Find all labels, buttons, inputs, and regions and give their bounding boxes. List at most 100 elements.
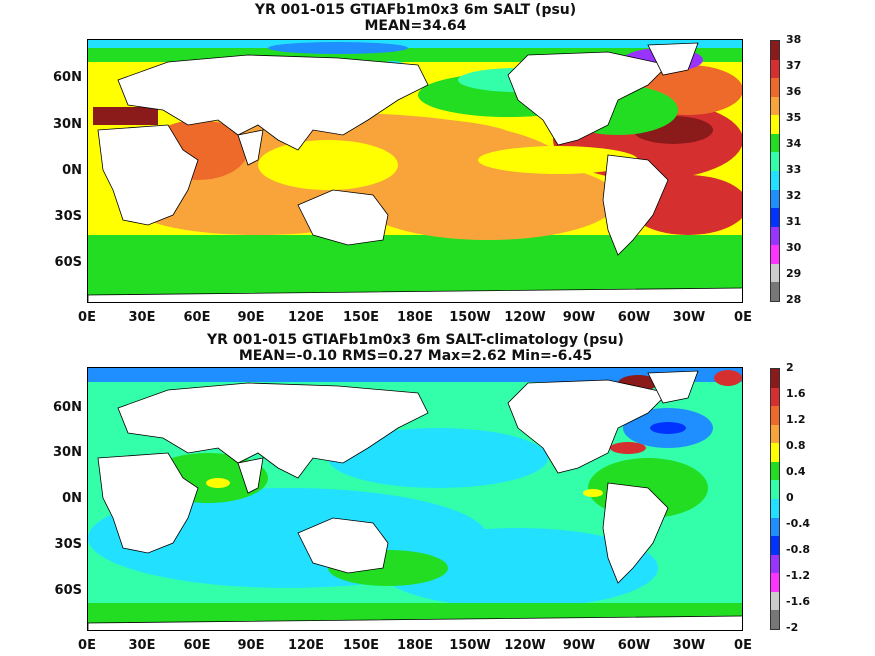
x-tick: 150W [449,638,491,653]
y-tick-0n: 0N [62,491,82,506]
colorbar-label: -0.8 [786,543,811,556]
colorbar-segment [771,59,779,79]
y-tick-30n: 30N [53,117,82,132]
colorbar-segment [771,369,779,388]
colorbar-segment [771,480,779,499]
x-tick: 60W [617,310,651,325]
y-tick-30s: 30S [54,537,82,552]
salinity-map [87,39,743,303]
salinity-map-svg [88,40,742,302]
anomaly-map-svg [88,368,742,630]
panel1-title-line2: MEAN=34.64 [364,18,467,34]
colorbar-segment [771,282,779,301]
colorbar-segment [771,424,779,444]
colorbar-segment [771,41,779,60]
x-tick: 30E [128,638,156,653]
x-tick: 0E [78,310,96,325]
colorbar-label: 1.6 [786,387,806,400]
x-tick: 180E [396,638,434,653]
x-tick: 120W [504,310,546,325]
colorbar-segment [771,96,779,116]
y-tick-30s: 30S [54,209,82,224]
colorbar-segment [771,245,779,264]
colorbar-segment [771,226,779,246]
colorbar-segment [771,573,779,592]
colorbar-label: 36 [786,85,802,98]
colorbar-segment [771,115,779,134]
colorbar-label: 2 [786,361,794,374]
colorbar-label: -2 [786,621,799,634]
colorbar-label: 32 [786,189,802,202]
x-tick: 150W [449,310,491,325]
colorbar-label: 35 [786,111,802,124]
colorbar-label: 1.2 [786,413,806,426]
y-tick-60n: 60N [53,400,82,415]
colorbar-segment [771,517,779,537]
x-tick: 90W [562,638,596,653]
colorbar-label: 34 [786,137,802,150]
colorbar-segment [771,170,779,190]
colorbar-label: 33 [786,163,802,176]
colorbar-segment [771,133,779,153]
x-tick: 60E [183,638,211,653]
salinity-panel: YR 001-015 GTIAFb1m0x3 6m SALT (psu) MEA… [53,2,802,325]
y-tick-30n: 30N [53,445,82,460]
colorbar-segment [771,189,779,209]
x-tick: 30E [128,310,156,325]
anomaly-map [87,367,743,631]
x-tick: 150E [342,638,380,653]
colorbar-segment [771,536,779,555]
y-tick-60s: 60S [54,583,82,598]
colorbar-label: 0.4 [786,465,806,478]
panel2-title-line2: MEAN=-0.10 RMS=0.27 Max=2.62 Min=-6.45 [238,348,593,364]
colorbar-label: 38 [786,33,802,46]
colorbar-label: 29 [786,267,802,280]
panel1-title: YR 001-015 GTIAFb1m0x3 6m SALT (psu) MEA… [87,2,744,34]
x-tick: 0E [78,638,96,653]
y-tick-60s: 60S [54,255,82,270]
salinity-anomaly-panel: YR 001-015 GTIAFb1m0x3 6m SALT-climatolo… [0,330,875,656]
x-tick: 30W [672,638,706,653]
y-tick-60n: 60N [53,70,82,85]
x-tick: 60W [617,638,651,653]
colorbar-segment [771,263,779,283]
colorbar-label: 0 [786,491,794,504]
panel2-title: YR 001-015 GTIAFb1m0x3 6m SALT-climatolo… [87,332,744,364]
x-tick: 120E [287,310,325,325]
x-tick: 60E [183,310,211,325]
x-tick: 90W [562,310,596,325]
panel1-title-line1: YR 001-015 GTIAFb1m0x3 6m SALT (psu) [254,2,577,18]
colorbar-label: 30 [786,241,802,254]
colorbar-segment [771,591,779,611]
x-tick: 120E [287,638,325,653]
colorbar-segment [771,208,779,227]
colorbar-label: 37 [786,59,802,72]
colorbar-label: -1.2 [786,569,811,582]
x-tick: 90E [237,638,265,653]
x-tick: 90E [237,310,265,325]
x-tick: 180E [396,310,434,325]
colorbar-label: -0.4 [786,517,811,530]
colorbar-segment [771,78,779,97]
x-tick: 150E [342,310,380,325]
x-tick: 0E [734,638,752,653]
x-tick: 0E [734,310,752,325]
colorbar-label: 0.8 [786,439,806,452]
y-tick-0n: 0N [62,163,82,178]
colorbar-label: -1.6 [786,595,811,608]
colorbar-segment [771,610,779,629]
colorbar-label: 28 [786,293,802,306]
colorbar-segment [771,406,779,425]
x-tick: 120W [504,638,546,653]
x-tick: 30W [672,310,706,325]
panel2-title-line1: YR 001-015 GTIAFb1m0x3 6m SALT-climatolo… [207,332,624,348]
colorbar-segment [771,443,779,462]
colorbar-segment [771,387,779,407]
colorbar-segment [771,461,779,481]
colorbar-segment [771,152,779,171]
colorbar-label: 31 [786,215,802,228]
panel2-colorbar [770,368,780,630]
panel1-colorbar [770,40,780,302]
colorbar-segment [771,498,779,518]
colorbar-segment [771,554,779,574]
